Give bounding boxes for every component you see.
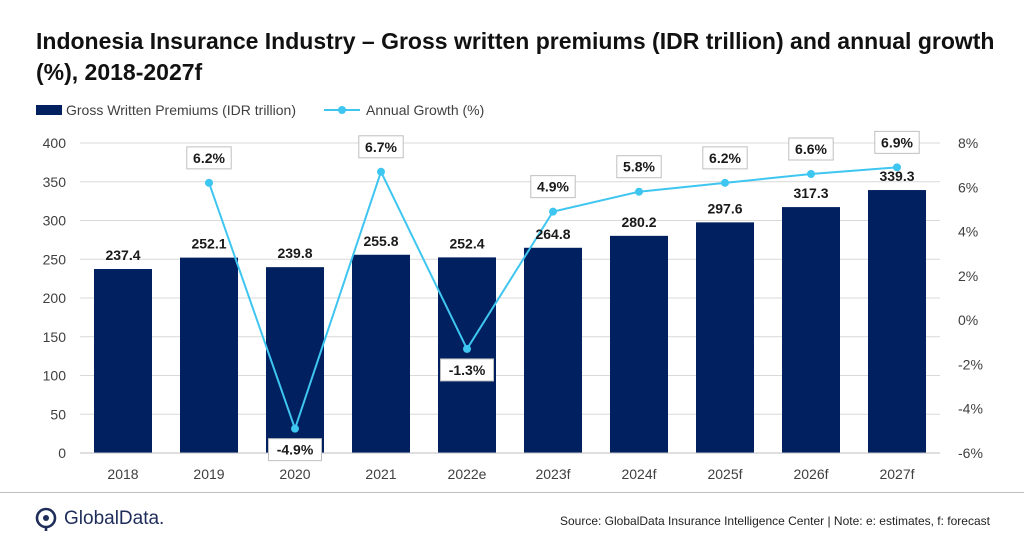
growth-label-box (186, 146, 232, 170)
y-left-tick-label: 0 (58, 445, 66, 461)
x-tick-label: 2019 (193, 466, 224, 482)
bar (180, 257, 238, 453)
x-tick-label: 2026f (793, 466, 828, 482)
y-left-tick-label: 200 (43, 290, 67, 306)
bar (524, 247, 582, 453)
growth-point (893, 163, 901, 172)
growth-value-label: 6.6% (795, 141, 827, 157)
bar (94, 269, 152, 453)
y-left-tick-label: 250 (43, 251, 67, 267)
x-tick-label: 2018 (107, 466, 138, 482)
bar-value-label: 239.8 (277, 245, 312, 261)
legend: Gross Written Premiums (IDR trillion) An… (36, 101, 510, 119)
growth-point (635, 187, 643, 196)
bar-value-label: 339.3 (879, 168, 914, 184)
legend-label-bars: Gross Written Premiums (IDR trillion) (66, 102, 296, 118)
x-tick-label: 2027f (879, 466, 914, 482)
x-tick-label: 2024f (621, 466, 656, 482)
y-left-tick-label: 50 (50, 406, 66, 422)
globaldata-logo: GlobalData. (34, 506, 164, 532)
logo-text: GlobalData. (64, 508, 165, 529)
growth-point (549, 207, 557, 216)
y-right-tick-label: 6% (958, 179, 978, 195)
y-left-tick-label: 400 (43, 135, 67, 151)
y-right-tick-label: 0% (958, 312, 978, 328)
x-tick-label: 2020 (279, 466, 310, 482)
growth-value-label: 6.2% (193, 150, 225, 166)
y-left-tick-label: 100 (43, 368, 67, 384)
bar (352, 254, 410, 453)
y-left-tick-label: 350 (43, 174, 67, 190)
bar-value-label: 252.1 (191, 236, 226, 252)
footer-divider (0, 492, 1024, 493)
legend-swatch-bars (36, 105, 62, 115)
y-right-tick-label: -6% (958, 445, 983, 461)
growth-value-label: 6.2% (709, 150, 741, 166)
y-left-tick-label: 150 (43, 329, 67, 345)
growth-value-label: -1.3% (449, 362, 486, 378)
bar (696, 222, 754, 453)
growth-point (721, 178, 729, 187)
growth-label-box (788, 137, 834, 161)
y-right-tick-label: -2% (958, 356, 983, 372)
growth-point (291, 424, 299, 433)
bar-value-label: 317.3 (793, 185, 828, 201)
y-left-tick-label: 300 (43, 213, 67, 229)
bar-value-label: 280.2 (621, 214, 656, 230)
growth-label-box (874, 130, 920, 154)
combo-chart: 0 50 100 150 200 250 300 350 400 -6% -4% -2% 0% 2% 4% 6… (43, 130, 983, 482)
x-tick-label: 2022e (448, 466, 487, 482)
legend-swatch-line (324, 106, 360, 114)
growth-label-box (530, 175, 576, 199)
bar (438, 257, 496, 453)
x-tick-label: 2023f (535, 466, 570, 482)
growth-value-label: 6.9% (881, 134, 913, 150)
bar (868, 190, 926, 454)
growth-label-box (268, 438, 322, 462)
growth-point (463, 344, 471, 353)
growth-point (377, 167, 385, 176)
growth-label-box (616, 155, 662, 179)
growth-label-box (702, 146, 748, 170)
bar-value-label: 252.4 (449, 235, 484, 251)
legend-item-bars: Gross Written Premiums (IDR trillion) (36, 102, 296, 118)
growth-label-box (440, 358, 494, 382)
y-right-tick-label: 2% (958, 268, 978, 284)
bar (782, 207, 840, 453)
bar-value-label: 297.6 (707, 200, 742, 216)
bar (266, 267, 324, 453)
y-right-tick-label: 4% (958, 224, 978, 240)
bar-value-label: 237.4 (105, 247, 140, 263)
globaldata-logo-icon (35, 507, 57, 531)
legend-label-line: Annual Growth (%) (366, 102, 485, 118)
chart-title: Indonesia Insurance Industry – Gross wri… (36, 28, 995, 85)
y-right-tick-label: 8% (958, 135, 978, 151)
growth-label-box (358, 135, 404, 159)
growth-value-label: -4.9% (277, 442, 314, 458)
bar (610, 235, 668, 453)
growth-value-label: 5.8% (623, 159, 655, 175)
legend-item-line: Annual Growth (%) (322, 102, 484, 118)
x-tick-label: 2021 (365, 466, 396, 482)
growth-point (205, 178, 213, 187)
x-tick-label: 2025f (707, 466, 742, 482)
growth-value-label: 6.7% (365, 139, 397, 155)
growth-value-label: 4.9% (537, 179, 569, 195)
bar-value-label: 264.8 (535, 226, 570, 242)
bar-value-label: 255.8 (363, 233, 398, 249)
source-note: Source: GlobalData Insurance Intelligenc… (559, 514, 990, 528)
y-right-tick-label: -4% (958, 401, 983, 417)
growth-point (807, 170, 815, 178)
